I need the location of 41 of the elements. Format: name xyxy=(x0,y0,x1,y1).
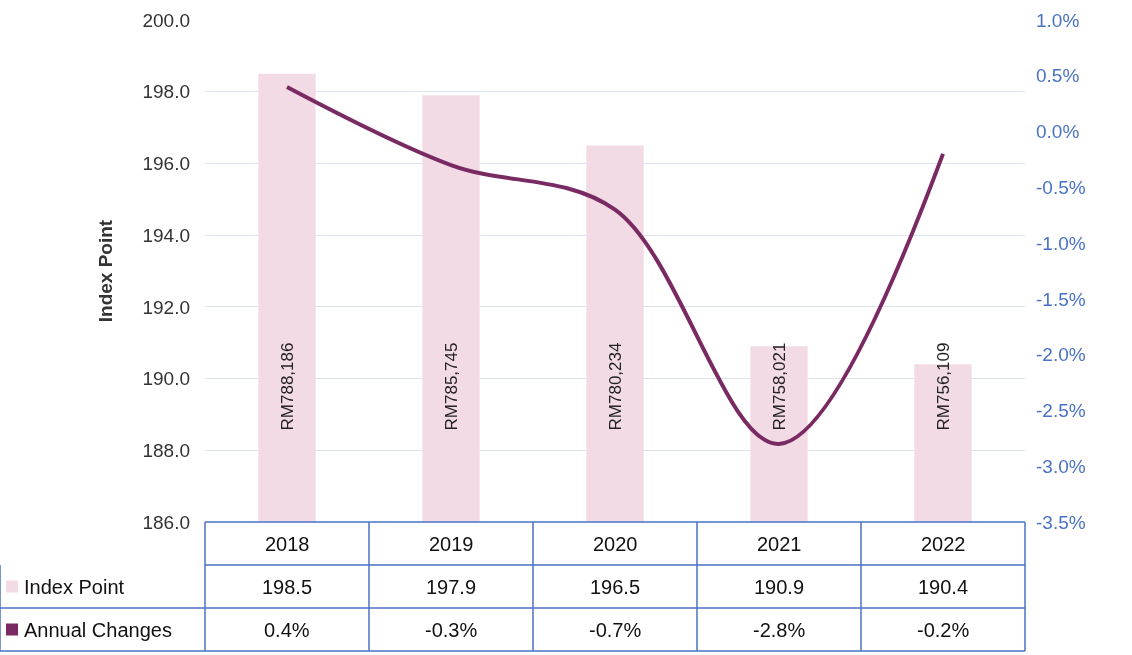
data-label: -0.3% xyxy=(425,619,478,641)
legend-label: Annual Changes xyxy=(24,619,172,641)
data-label: 198.5 xyxy=(262,576,313,598)
data-label: 190.9 xyxy=(754,576,805,598)
y-tick-label: 188.0 xyxy=(142,439,190,461)
data-label: 197.9 xyxy=(426,576,477,598)
y2-tick-label: -3.5% xyxy=(1036,511,1086,533)
data-label: 0.4% xyxy=(264,619,310,641)
y2-tick-label: 1.0% xyxy=(1036,9,1080,31)
x-tick-label: 2020 xyxy=(593,533,638,555)
y2-tick-label: 0.5% xyxy=(1036,65,1080,87)
y2-tick-label: -1.5% xyxy=(1036,288,1086,310)
y2-tick-label: -0.5% xyxy=(1036,176,1086,198)
y2-tick-label: -1.0% xyxy=(1036,232,1086,254)
y2-tick-label: -2.0% xyxy=(1036,344,1086,366)
y-tick-label: 198.0 xyxy=(142,81,190,103)
annotation: RM758,021 xyxy=(769,342,789,431)
y2-tick-label: 0.0% xyxy=(1036,121,1080,143)
x-tick-label: 2022 xyxy=(921,533,966,555)
annotation: RM780,234 xyxy=(605,342,625,431)
y2-tick-label: -2.5% xyxy=(1036,400,1086,422)
data-label: 196.5 xyxy=(590,576,641,598)
annotation: RM788,186 xyxy=(277,342,297,431)
y-tick-label: 200.0 xyxy=(142,9,190,31)
y-axis-title: Index Point xyxy=(95,219,117,323)
annotation: RM756,109 xyxy=(933,342,953,431)
x-tick-label: 2018 xyxy=(265,533,310,555)
y2-tick-label: -3.0% xyxy=(1036,455,1086,477)
data-label: -0.2% xyxy=(917,619,970,641)
annotation: RM785,745 xyxy=(441,342,461,431)
data-label: -2.8% xyxy=(753,619,806,641)
data-label: -0.7% xyxy=(589,619,642,641)
y-tick-label: 190.0 xyxy=(142,368,190,390)
x-tick-label: 2021 xyxy=(757,533,802,555)
legend-label: Index Point xyxy=(24,576,125,598)
y-tick-label: 196.0 xyxy=(142,153,190,175)
y-tick-label: 186.0 xyxy=(142,511,190,533)
y-tick-label: 194.0 xyxy=(142,224,190,246)
x-tick-label: 2019 xyxy=(429,533,474,555)
y-tick-label: 192.0 xyxy=(142,296,190,318)
data-label: 190.4 xyxy=(918,576,969,598)
